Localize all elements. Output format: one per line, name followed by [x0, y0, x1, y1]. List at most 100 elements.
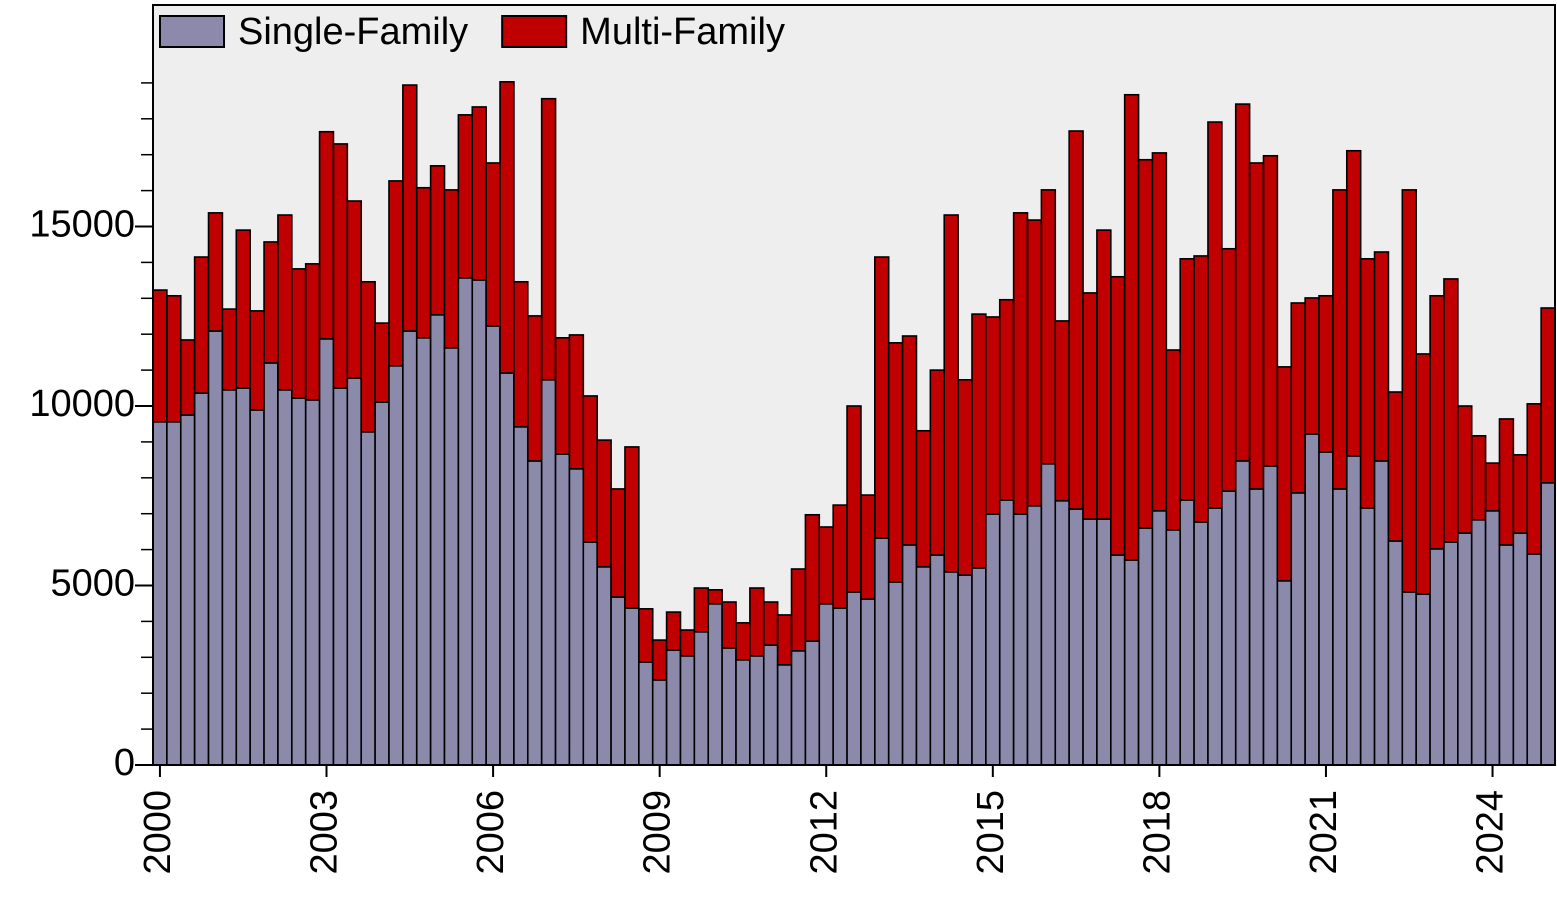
bar-segment: [332, 387, 349, 766]
y-tick-label: 15000: [29, 204, 135, 246]
bar-segment: [596, 566, 612, 766]
x-tick-label: 2000: [137, 790, 179, 875]
bar-segment: [332, 143, 349, 389]
bar-segment: [610, 488, 626, 598]
bar-segment: [1262, 465, 1279, 766]
bar-segment: [887, 581, 904, 766]
bar-segment: [360, 431, 376, 766]
bar-segment: [1123, 559, 1140, 766]
bar-segment: [679, 655, 696, 766]
bar-segment: [235, 229, 251, 389]
bar-segment: [443, 189, 460, 349]
bar-segment: [915, 566, 932, 766]
bar-segment: [1540, 482, 1556, 766]
bar-segment: [735, 659, 751, 766]
bar-segment: [221, 308, 238, 391]
bar-segment: [1234, 460, 1251, 766]
bar-segment: [193, 392, 210, 766]
bar-segment: [985, 513, 1001, 766]
bar-segment: [1290, 492, 1306, 766]
bar-segment: [1123, 93, 1140, 561]
bar-segment: [291, 397, 307, 766]
bar-segment: [804, 513, 821, 642]
bar-segment: [1332, 488, 1348, 766]
bar-segment: [776, 614, 793, 666]
bar-segment: [901, 544, 918, 766]
bar-segment: [971, 567, 987, 766]
bar-segment: [1498, 418, 1515, 546]
bar-segment: [1193, 521, 1209, 766]
bar-segment: [1054, 499, 1070, 766]
bar-segment: [1304, 297, 1320, 435]
bar-segment: [1207, 121, 1223, 509]
bar-segment: [721, 601, 737, 649]
bar-segment: [1262, 154, 1279, 467]
bar-segment: [1484, 462, 1501, 512]
bar-segment: [499, 372, 515, 766]
bar-segment: [1026, 505, 1043, 766]
bar-segment: [1345, 149, 1362, 457]
bar-segment: [291, 268, 307, 399]
bar-segment: [832, 607, 848, 766]
bar-segment: [762, 601, 779, 646]
bar-segment: [1151, 510, 1168, 766]
bar-segment: [1179, 499, 1195, 766]
bar-segment: [957, 574, 973, 766]
bar-segment: [832, 504, 848, 609]
bar-segment: [1415, 353, 1431, 595]
bar-segment: [1110, 554, 1126, 766]
x-tick-label: 2015: [970, 790, 1012, 875]
bar-segment: [985, 316, 1001, 515]
bar-segment: [651, 639, 668, 681]
bar-segment: [1470, 519, 1487, 766]
bar-segment: [499, 81, 515, 374]
bar-segment: [1248, 162, 1265, 490]
bar-segment: [943, 214, 959, 573]
bar-segment: [1026, 219, 1043, 507]
bar-segment: [790, 650, 807, 766]
bar-segment: [415, 336, 432, 766]
bar-segment: [1387, 540, 1404, 766]
bar-segment: [1040, 189, 1057, 465]
bar-segment: [235, 387, 251, 766]
bar-segment: [1068, 508, 1084, 766]
bar-segment: [388, 180, 404, 367]
legend-swatch: [501, 15, 568, 48]
y-tick-label: 5000: [50, 563, 135, 605]
bar-segment: [568, 334, 585, 470]
bar-segment: [638, 608, 654, 663]
bar-segment: [554, 453, 571, 766]
bar-segment: [1165, 529, 1182, 766]
bar-segment: [1193, 255, 1209, 523]
bar-segment: [665, 649, 682, 766]
bar-segment: [1137, 527, 1154, 766]
bar-segment: [263, 241, 279, 364]
bar-segment: [1345, 455, 1362, 766]
legend-label: Single-Family: [238, 11, 468, 53]
bar-segment: [374, 401, 390, 766]
bar-segment: [790, 568, 807, 652]
bar-segment: [429, 314, 446, 766]
bar-segment: [526, 460, 543, 766]
bar-segment: [929, 369, 946, 556]
bar-segment: [1484, 510, 1501, 766]
bar-segment: [443, 347, 460, 766]
bar-segment: [207, 330, 224, 766]
bar-segment: [1276, 366, 1293, 582]
bar-segment: [901, 335, 918, 546]
bar-segment: [249, 409, 265, 766]
bar-segment: [846, 591, 862, 766]
bar-segment: [526, 315, 543, 462]
bar-segment: [624, 446, 640, 609]
bar-segment: [874, 537, 890, 766]
bar-segment: [152, 420, 168, 766]
bar-segment: [1512, 454, 1529, 534]
bar-segment: [471, 106, 487, 281]
bar-segment: [1470, 434, 1487, 521]
bar-segment: [1429, 294, 1445, 550]
bar-segment: [540, 378, 557, 766]
bar-segment: [596, 439, 612, 568]
bar-segment: [263, 362, 279, 766]
x-tick-label: 2009: [637, 790, 679, 875]
